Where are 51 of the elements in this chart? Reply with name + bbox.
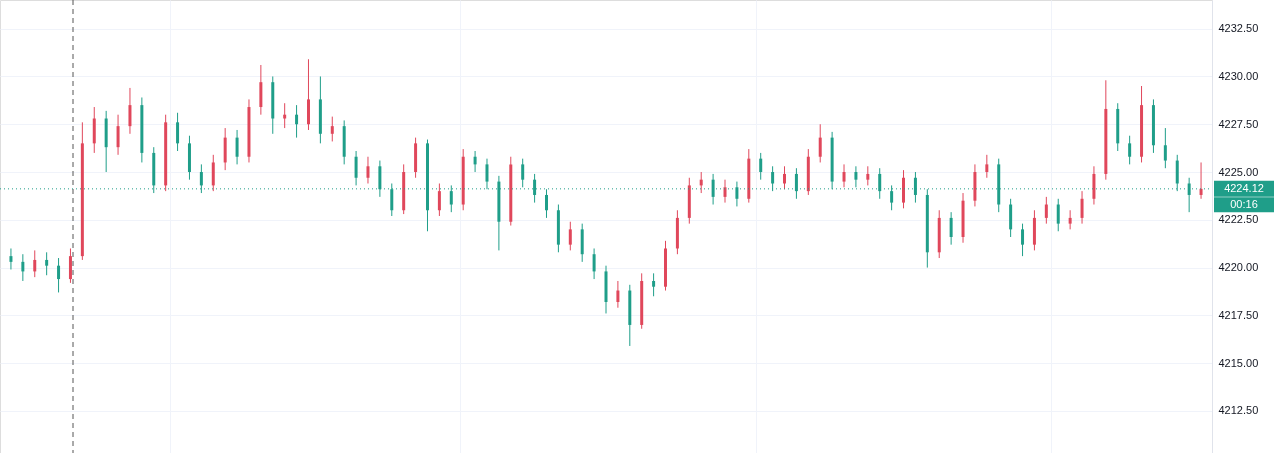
candlestick	[1068, 209, 1072, 230]
candlestick	[437, 182, 441, 217]
y-tick-label: 4212.50	[1218, 404, 1259, 417]
ref-line-label: 4224.12	[1224, 181, 1264, 194]
candlestick	[592, 247, 596, 280]
candlestick	[616, 280, 620, 309]
candlestick	[128, 87, 132, 135]
y-tick-label: 4217.50	[1218, 308, 1259, 321]
candlestick	[568, 221, 572, 251]
candlestick	[1080, 190, 1084, 225]
candlestick	[330, 116, 334, 142]
candlestick	[176, 112, 180, 152]
candlestick	[842, 163, 846, 188]
candlestick	[759, 152, 763, 181]
y-tick-label: 4220.00	[1218, 261, 1259, 274]
candlestick	[1056, 198, 1060, 232]
candlestick	[866, 165, 870, 186]
y-tick-label: 4215.00	[1218, 356, 1259, 369]
candlestick	[473, 150, 477, 173]
candlestick	[652, 272, 656, 297]
candlestick	[45, 251, 49, 276]
candlestick	[57, 257, 61, 293]
y-tick-label: 4232.50	[1218, 22, 1259, 35]
candlestick	[354, 150, 358, 186]
candlestick	[783, 165, 787, 190]
candlestick	[1044, 196, 1048, 225]
candlestick	[1199, 161, 1203, 200]
candlestick	[9, 247, 13, 271]
y-tick-label: 4230.00	[1218, 69, 1259, 82]
candlestick	[295, 104, 299, 139]
candlestick	[985, 154, 989, 179]
candlestick	[949, 211, 953, 246]
candlestick	[1021, 223, 1025, 257]
candlestick	[33, 249, 37, 278]
candlestick	[283, 102, 287, 129]
candlestick	[366, 156, 370, 184]
y-tick-label: 4222.50	[1218, 213, 1259, 226]
candlestick	[211, 154, 215, 192]
candlestick	[116, 114, 120, 156]
candlestick	[723, 179, 727, 204]
candlestick	[545, 188, 548, 219]
candlestick	[818, 123, 822, 163]
text: 00:16	[1230, 197, 1258, 210]
candlestick	[235, 129, 239, 165]
candlestick	[1128, 135, 1132, 165]
candlestick	[521, 158, 525, 188]
candlestick	[21, 253, 25, 282]
y-tick-label: 4227.50	[1218, 117, 1259, 130]
candlestick	[68, 247, 72, 284]
candlestick	[1163, 127, 1167, 169]
y-tick-label: 4225.00	[1218, 165, 1259, 178]
